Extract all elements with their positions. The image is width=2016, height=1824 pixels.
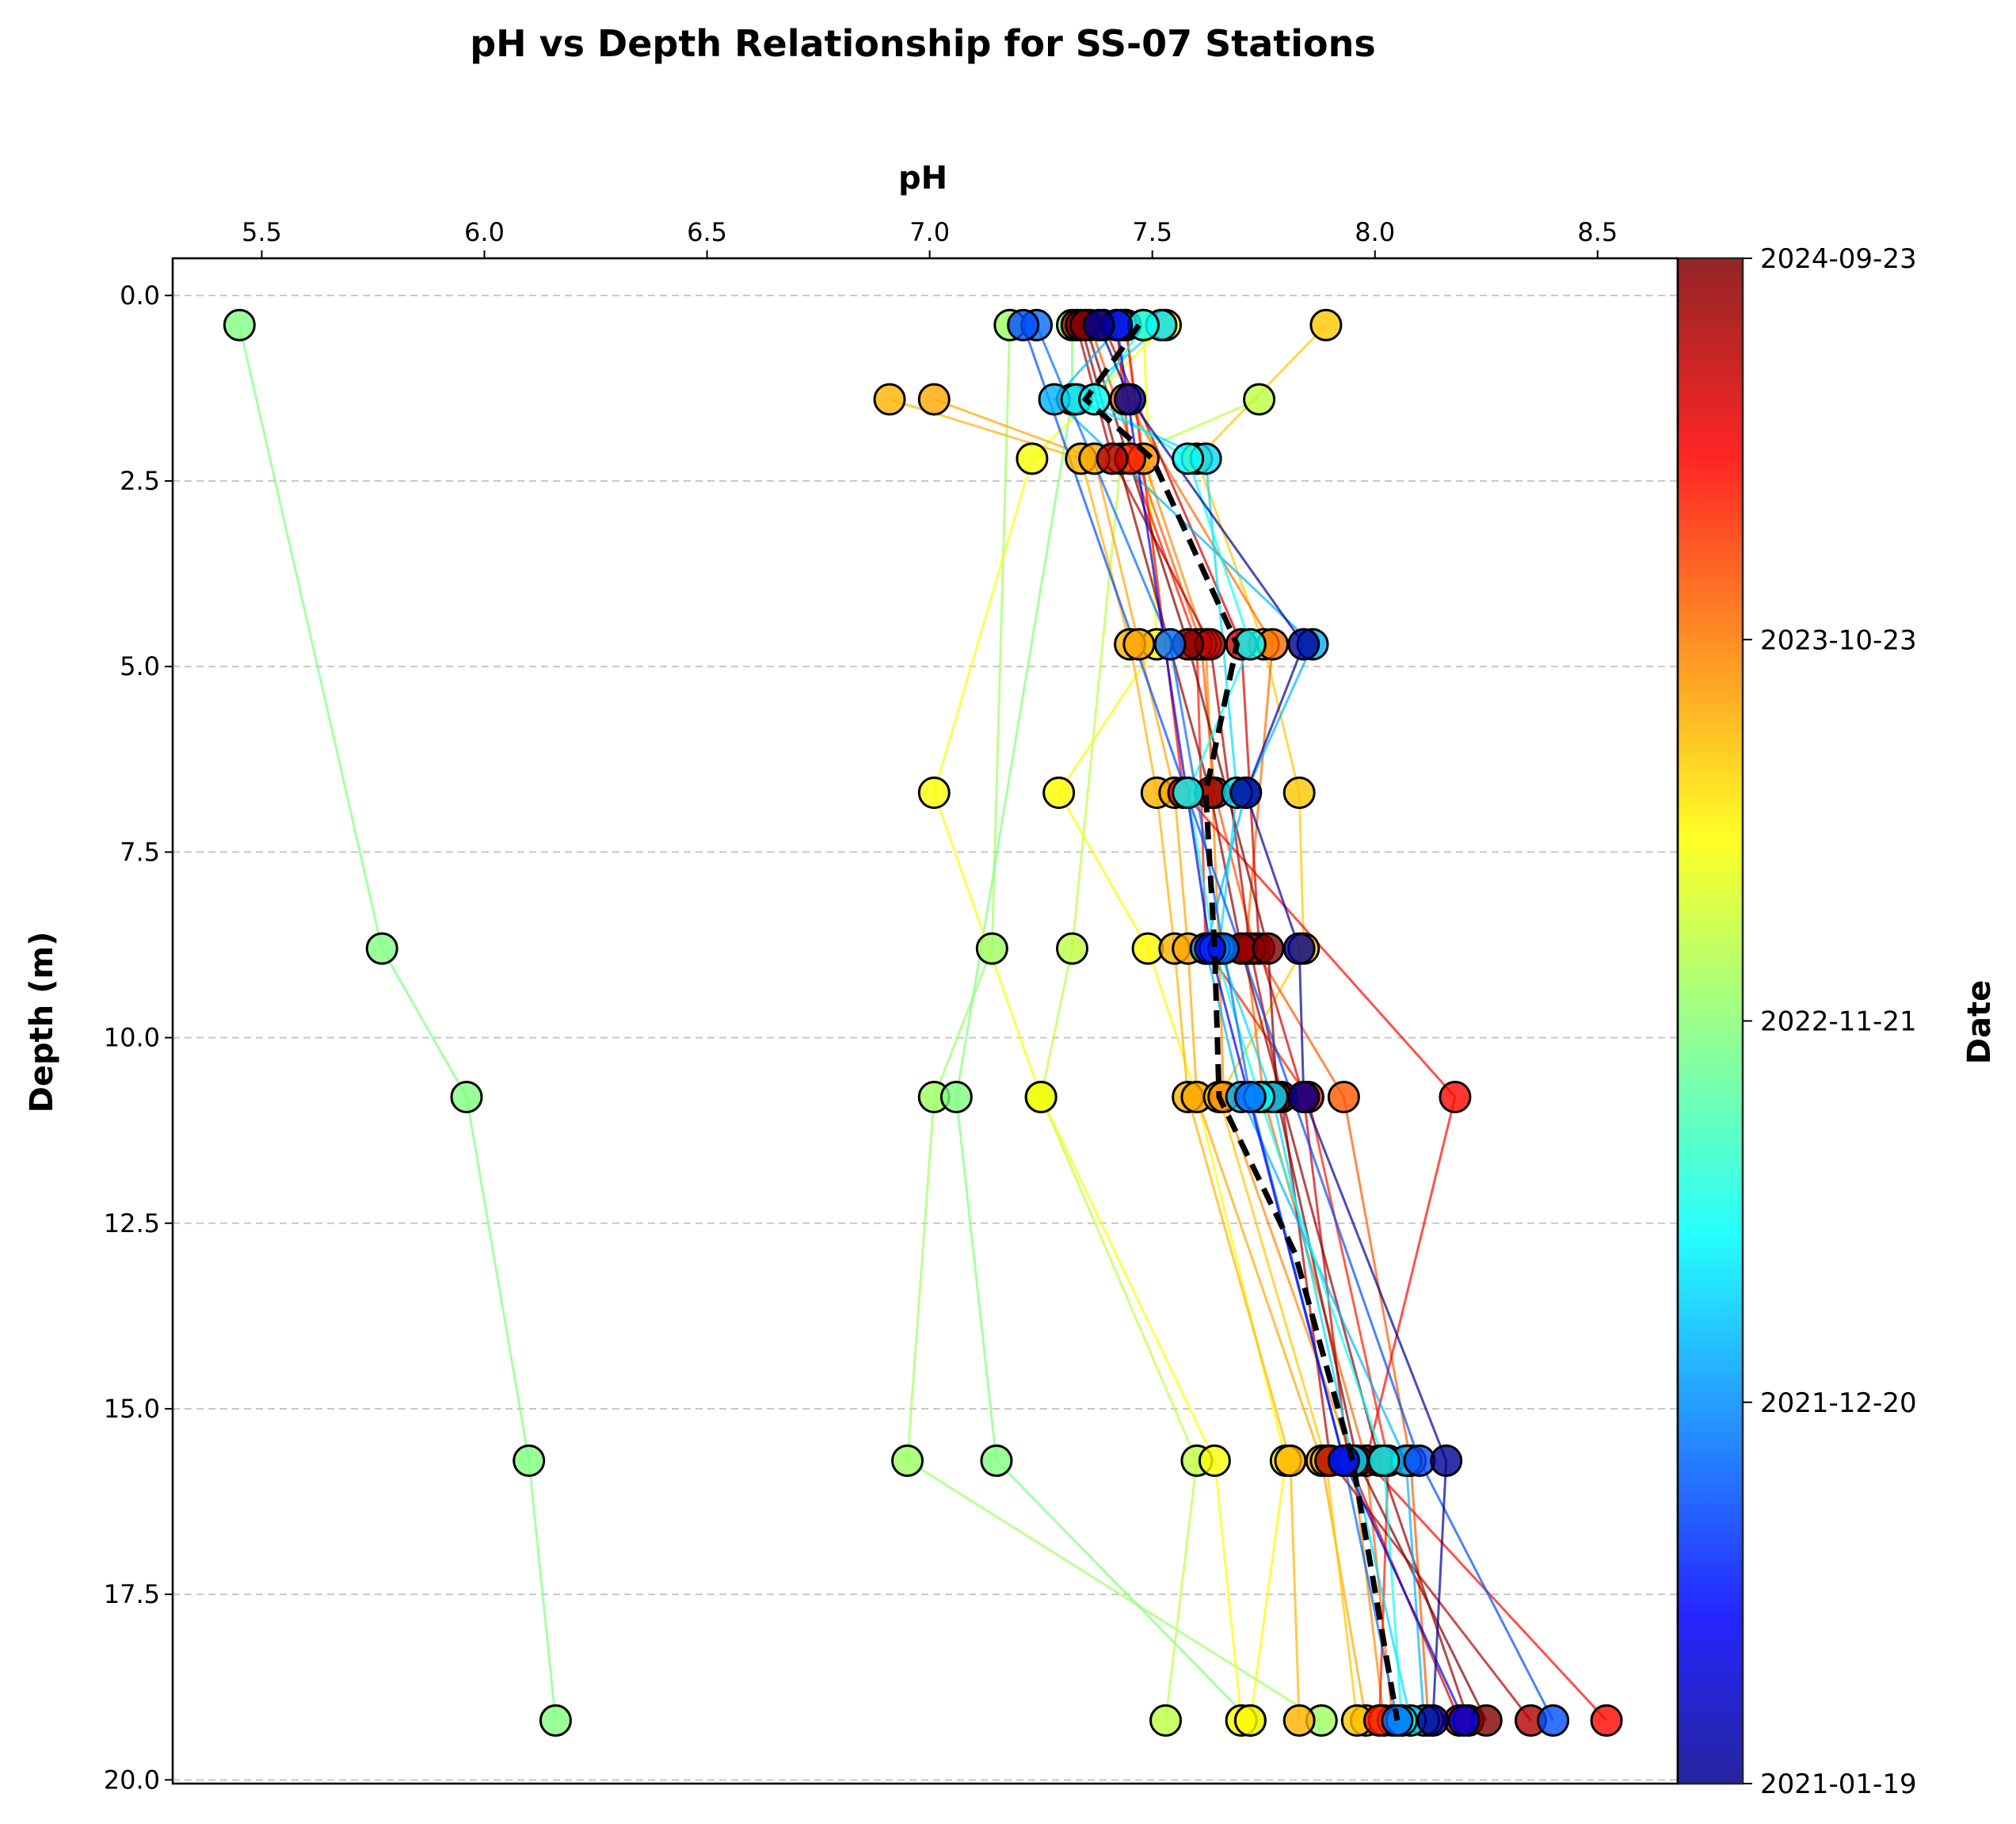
data-point	[1172, 442, 1205, 475]
data-point	[1252, 932, 1285, 965]
colorbar-tick-label: 2021-01-19	[1760, 1769, 1917, 1800]
y-tick-label: 2.5	[120, 466, 160, 496]
series-line	[1115, 325, 1390, 1721]
data-point	[891, 1444, 924, 1478]
y-tick-label: 7.5	[120, 837, 160, 867]
series-line	[1057, 325, 1287, 1721]
series-line	[238, 324, 557, 1721]
data-point	[1114, 383, 1147, 416]
data-point	[1282, 776, 1316, 809]
data-point	[1274, 1444, 1307, 1478]
y-tick-label: 15.0	[104, 1394, 160, 1424]
series-lines	[238, 324, 1608, 1722]
data-point	[1367, 1444, 1401, 1478]
data-point	[1327, 1081, 1360, 1114]
data-point	[1056, 932, 1089, 965]
data-point	[980, 1444, 1013, 1478]
y-tick-label: 10.0	[104, 1023, 160, 1053]
data-point	[1282, 1704, 1316, 1737]
mean-profile	[1081, 323, 1401, 1721]
data-point	[1007, 308, 1040, 342]
data-point	[1309, 308, 1343, 342]
data-point	[1153, 628, 1187, 661]
x-ticks: 5.5 6.0 6.5 7.0 7.5 8.0 8.5	[242, 217, 1618, 258]
data-point	[539, 1704, 572, 1737]
data-points	[223, 308, 1623, 1737]
data-point	[1016, 442, 1049, 475]
y-tick-label: 12.5	[104, 1208, 160, 1238]
data-point	[1287, 1081, 1320, 1114]
data-point	[1233, 1081, 1267, 1114]
series-line	[1052, 324, 1426, 1721]
series-line	[1075, 324, 1532, 1722]
series-line	[1124, 399, 1394, 1721]
y-ticks: 0.0 2.5 5.0 7.5 10.0 12.5 15.0 17.5 20.0	[104, 280, 173, 1795]
series-line	[933, 398, 1367, 1721]
data-point	[1198, 1444, 1231, 1478]
data-point	[1439, 1081, 1472, 1114]
data-point	[1078, 383, 1111, 416]
mean-profile-line	[1081, 323, 1401, 1721]
data-point	[1537, 1704, 1570, 1737]
data-point	[1430, 1444, 1463, 1478]
y-tick-label: 0.0	[120, 280, 160, 311]
x-tick-label: 8.5	[1577, 217, 1618, 247]
series-line	[1097, 324, 1448, 1721]
colorbar-tick-label: 2022-11-21	[1760, 1006, 1917, 1038]
series-line	[1084, 324, 1488, 1722]
series-line	[889, 398, 1301, 1721]
colorbar	[1676, 257, 1744, 1785]
series-line	[1092, 324, 1403, 1721]
y-tick-label: 17.5	[104, 1579, 160, 1609]
x-tick-label: 6.5	[687, 217, 727, 247]
data-point	[939, 1081, 973, 1114]
y-axis-label: Depth (m)	[24, 932, 60, 1113]
data-point	[450, 1081, 483, 1114]
data-point	[1282, 932, 1316, 965]
data-point	[513, 1444, 546, 1478]
data-point	[1229, 776, 1263, 809]
data-point	[1590, 1704, 1623, 1737]
colorbar-tick-label: 2024-09-23	[1760, 243, 1917, 275]
data-point	[917, 776, 951, 809]
data-point	[1194, 932, 1227, 965]
x-tick-label: 6.0	[464, 217, 505, 247]
data-point	[873, 383, 906, 416]
data-point	[1447, 1704, 1481, 1737]
x-tick-label: 5.5	[242, 217, 282, 247]
data-point	[1122, 628, 1156, 661]
x-tick-label: 7.5	[1132, 217, 1172, 247]
y-tick-label: 20.0	[104, 1765, 160, 1795]
data-point	[1096, 442, 1129, 475]
data-point	[1042, 776, 1076, 809]
series-line	[1022, 324, 1554, 1722]
data-point	[1172, 776, 1205, 809]
x-tick-label: 8.0	[1355, 217, 1395, 247]
data-point	[975, 932, 1008, 965]
data-point	[223, 308, 256, 342]
data-point	[1416, 1704, 1450, 1737]
series-line	[1035, 324, 1399, 1721]
data-point	[1287, 628, 1320, 661]
series-line	[1088, 324, 1430, 1721]
colorbar-tick-label: 2023-10-23	[1760, 624, 1917, 656]
data-point	[1233, 1704, 1267, 1737]
data-point	[917, 383, 951, 416]
data-point	[365, 932, 398, 965]
data-point	[1149, 1704, 1183, 1737]
colorbar-ticks: 2021-01-19 2021-12-20 2022-11-21 2023-10-23…	[1743, 243, 1917, 1800]
y-grid	[173, 294, 1678, 1781]
chart-title: pH vs Depth Relationship for SS-07 Stati…	[470, 22, 1376, 65]
data-point	[1024, 1081, 1058, 1114]
x-tick-label: 7.0	[909, 217, 950, 247]
data-point	[1243, 383, 1276, 416]
data-point	[1082, 308, 1115, 342]
colorbar-label: Date	[1961, 980, 1998, 1064]
x-axis-label: pH	[898, 160, 947, 197]
colorbar-tick-label: 2021-12-20	[1760, 1387, 1917, 1419]
y-tick-label: 5.0	[120, 651, 160, 681]
